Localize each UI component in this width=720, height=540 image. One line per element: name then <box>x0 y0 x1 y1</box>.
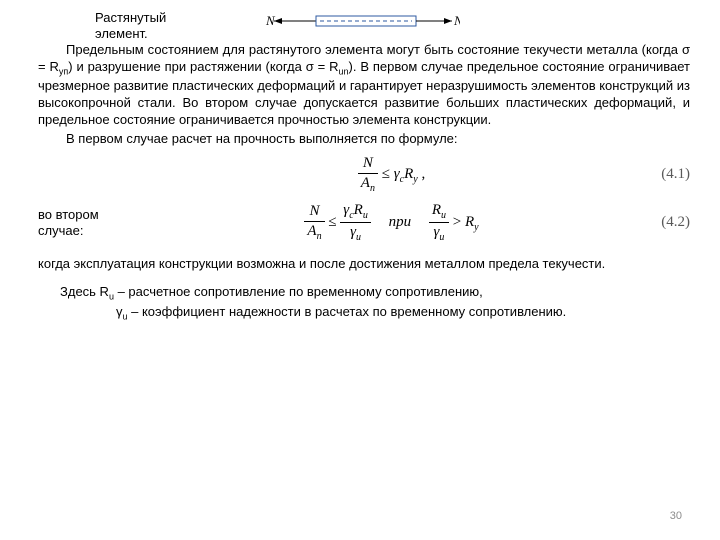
definition-1: Здесь Ru – расчетное сопротивление по вр… <box>60 283 690 303</box>
definition-2: γu – коэффициент надежности в расчетах п… <box>116 303 690 323</box>
top-label-line1: Растянутый <box>95 10 166 25</box>
equation-2-label: во втором случае: <box>38 207 143 238</box>
eq-pri: при <box>375 214 426 230</box>
equation-2-row: во втором случае: NAn ≤ γcRuγu при Ruγu … <box>38 201 690 244</box>
def1-b: – расчетное сопротивление по временному … <box>114 284 483 299</box>
para1-sub2: un <box>339 66 349 76</box>
tension-diagram: N N <box>260 12 460 38</box>
equation-2-number: (4.2) <box>640 213 690 233</box>
diagram-n-right: N <box>453 13 460 28</box>
para1-sub1: уп <box>59 66 68 76</box>
equation-1: NAn ≤ γcRy , <box>143 154 640 196</box>
paragraph-3: когда эксплуатация конструкции возможна … <box>38 256 690 273</box>
equation-1-number: (4.1) <box>640 165 690 185</box>
equation-1-row: NAn ≤ γcRy , (4.1) <box>38 154 690 196</box>
def2-b: – коэффициент надежности в расчетах по в… <box>128 304 567 319</box>
paragraph-2: В первом случае расчет на прочность выпо… <box>38 131 690 148</box>
top-label: Растянутый элемент. <box>95 10 195 41</box>
paragraph-1: Предельным состоянием для растянутого эл… <box>38 42 690 129</box>
def1-a: Здесь R <box>60 284 109 299</box>
eq2-label-line1: во втором <box>38 207 99 222</box>
top-label-line2: элемент. <box>95 26 148 41</box>
definitions: Здесь Ru – расчетное сопротивление по вр… <box>60 283 690 323</box>
page-number: 30 <box>670 510 682 522</box>
para1-mid: ) и разрушение при растяжении (когда σ =… <box>68 59 338 74</box>
eq2-label-line2: случае: <box>38 223 83 238</box>
equation-2: NAn ≤ γcRuγu при Ruγu > Ry <box>143 201 640 244</box>
